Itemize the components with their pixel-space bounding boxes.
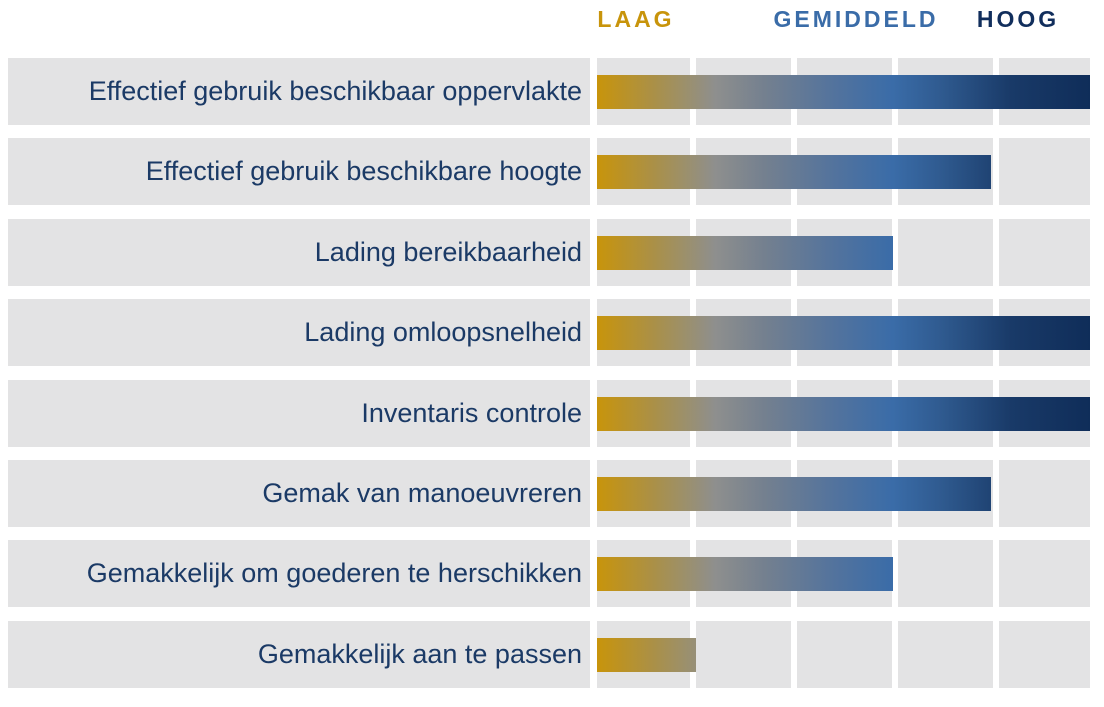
- chart-row: Inventaris controle: [0, 380, 1104, 447]
- value-bar: [597, 397, 1090, 431]
- grid-cell: [999, 540, 1090, 607]
- row-label: Effectief gebruik beschikbare hoogte: [8, 138, 590, 205]
- chart-row: Gemakkelijk aan te passen: [0, 621, 1104, 688]
- grid-cell: [999, 621, 1090, 688]
- row-label: Effectief gebruik beschikbaar oppervlakt…: [8, 58, 590, 125]
- chart-row: Lading bereikbaarheid: [0, 219, 1104, 286]
- scale-label-laag: LAAG: [597, 6, 675, 32]
- grid-cell: [898, 540, 993, 607]
- value-bar: [597, 638, 696, 672]
- scale-label-gemiddeld: GEMIDDELD: [773, 6, 939, 32]
- value-bar: [597, 236, 893, 270]
- row-label: Inventaris controle: [8, 380, 590, 447]
- chart-row: Effectief gebruik beschikbaar oppervlakt…: [0, 58, 1104, 125]
- grid-cell: [999, 460, 1090, 527]
- row-label: Lading omloopsnelheid: [8, 299, 590, 366]
- grid-cell: [999, 219, 1090, 286]
- value-bar: [597, 316, 1090, 350]
- grid-cell: [999, 138, 1090, 205]
- grid-cell: [898, 621, 993, 688]
- row-label: Lading bereikbaarheid: [8, 219, 590, 286]
- value-bar: [597, 75, 1090, 109]
- chart-row: Gemakkelijk om goederen te herschikken: [0, 540, 1104, 607]
- grid-cell: [696, 621, 791, 688]
- value-bar: [597, 477, 991, 511]
- grid-cell: [797, 621, 892, 688]
- grid-cell: [898, 219, 993, 286]
- row-label: Gemak van manoeuvreren: [8, 460, 590, 527]
- value-bar: [597, 155, 991, 189]
- chart-row: Effectief gebruik beschikbare hoogte: [0, 138, 1104, 205]
- row-label: Gemakkelijk om goederen te herschikken: [8, 540, 590, 607]
- value-bar: [597, 557, 893, 591]
- row-label: Gemakkelijk aan te passen: [8, 621, 590, 688]
- chart-row: Gemak van manoeuvreren: [0, 460, 1104, 527]
- chart-row: Lading omloopsnelheid: [0, 299, 1104, 366]
- scale-label-hoog: HOOG: [976, 6, 1060, 32]
